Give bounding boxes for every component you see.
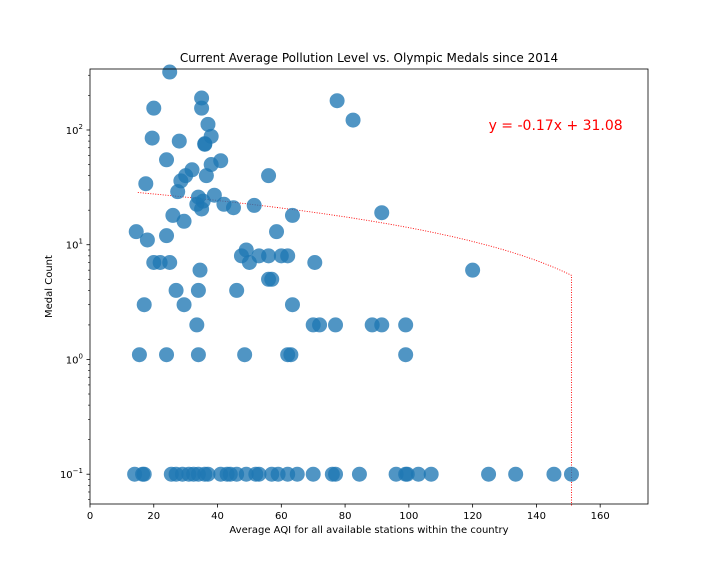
data-point xyxy=(138,176,154,192)
data-point xyxy=(374,205,390,221)
data-point xyxy=(261,168,277,184)
data-point xyxy=(146,100,162,116)
data-point xyxy=(345,112,361,128)
data-point xyxy=(351,466,367,482)
data-point xyxy=(399,466,415,482)
data-point xyxy=(374,317,390,333)
data-point xyxy=(144,130,160,146)
data-point xyxy=(200,116,216,132)
data-point xyxy=(171,133,187,149)
y-axis: 10−1 100 101 102 xyxy=(60,74,90,500)
regression-equation: y = -0.17x + 31.08 xyxy=(489,118,623,134)
data-point xyxy=(546,466,562,482)
data-point xyxy=(168,282,184,298)
x-tick-label: 160 xyxy=(591,511,610,522)
data-point xyxy=(328,317,344,333)
data-point xyxy=(398,317,414,333)
data-point xyxy=(563,466,579,482)
data-point xyxy=(225,200,241,216)
data-point xyxy=(481,466,497,482)
data-point xyxy=(176,297,192,313)
data-point xyxy=(192,262,208,278)
data-point xyxy=(189,317,205,333)
data-point xyxy=(170,184,186,200)
data-point xyxy=(284,297,300,313)
x-tick-label: 0 xyxy=(87,511,93,522)
data-point xyxy=(329,93,345,109)
data-point xyxy=(198,168,214,184)
data-point xyxy=(398,347,414,363)
data-point xyxy=(289,466,305,482)
x-tick-label: 60 xyxy=(275,511,288,522)
data-point xyxy=(307,255,323,270)
data-point xyxy=(229,282,245,298)
y-tick-label: 100 xyxy=(66,352,83,366)
data-point xyxy=(410,466,426,482)
data-point xyxy=(136,466,152,482)
data-point xyxy=(190,282,206,298)
data-point xyxy=(159,152,175,168)
data-point xyxy=(312,317,328,333)
data-points xyxy=(127,64,579,482)
data-point xyxy=(423,466,439,482)
x-tick-label: 40 xyxy=(211,511,224,522)
data-point xyxy=(165,207,181,223)
x-tick-label: 120 xyxy=(463,511,482,522)
data-point xyxy=(194,201,210,217)
data-point xyxy=(284,207,300,223)
y-tick-label: 102 xyxy=(66,123,83,137)
x-axis: 0 20 40 60 80 100 120 140 160 xyxy=(87,504,610,522)
data-point xyxy=(280,248,296,264)
y-axis-label: Medal Count xyxy=(44,255,55,318)
y-tick-label: 101 xyxy=(66,238,83,252)
data-point xyxy=(508,466,524,482)
data-point xyxy=(206,187,222,203)
data-point xyxy=(283,347,299,363)
data-point xyxy=(200,466,216,482)
data-point xyxy=(162,255,178,270)
x-tick-label: 20 xyxy=(147,511,160,522)
data-point xyxy=(203,128,219,144)
data-point xyxy=(251,466,267,482)
data-point xyxy=(465,262,481,278)
data-point xyxy=(261,248,277,264)
x-tick-label: 140 xyxy=(527,511,546,522)
data-point xyxy=(136,297,152,313)
x-tick-label: 80 xyxy=(339,511,352,522)
data-point xyxy=(128,224,144,240)
data-point xyxy=(162,64,178,80)
data-point xyxy=(176,213,192,229)
data-point xyxy=(159,347,175,363)
axes-frame xyxy=(89,68,649,505)
data-point xyxy=(305,466,321,482)
data-point xyxy=(159,228,175,244)
x-axis-label: Average AQI for all available stations w… xyxy=(229,525,508,536)
data-point xyxy=(190,347,206,363)
data-point xyxy=(194,100,210,116)
data-point xyxy=(269,224,285,240)
x-tick-label: 100 xyxy=(399,511,418,522)
data-point xyxy=(246,197,262,213)
chart-title: Current Average Pollution Level vs. Olym… xyxy=(180,51,558,65)
data-point xyxy=(139,232,155,248)
y-tick-label: 10−1 xyxy=(60,467,83,481)
data-point xyxy=(241,255,257,270)
data-point xyxy=(328,466,344,482)
data-point xyxy=(264,271,280,287)
data-point xyxy=(237,347,253,363)
data-point xyxy=(131,347,147,363)
